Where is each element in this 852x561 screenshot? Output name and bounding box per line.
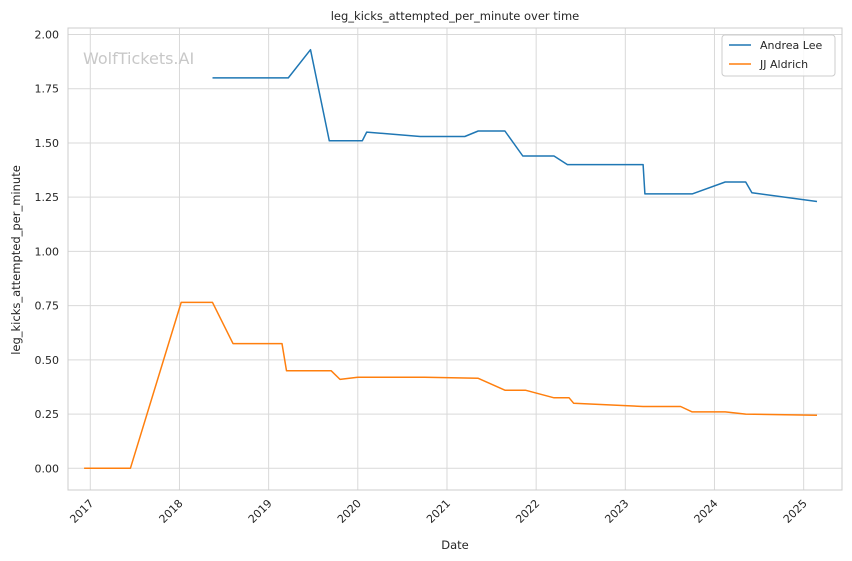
y-tick-label: 0.75: [35, 300, 60, 313]
watermark: WolfTickets.AI: [83, 49, 194, 68]
grid: [68, 28, 842, 490]
plot-area-frame: [67, 27, 843, 491]
y-tick-label: 0.25: [35, 408, 60, 421]
legend: Andrea Lee JJ Aldrich: [721, 34, 836, 77]
y-axis-ticks: 0.00 0.25 0.50 0.75 1.00 1.25 1.50 1.75 2.00: [35, 29, 60, 476]
legend-label-jj-aldrich: JJ Aldrich: [759, 58, 808, 71]
y-tick-label: 2.00: [35, 29, 60, 42]
series-line-andrea-lee: [212, 48, 818, 203]
y-tick-label: 1.75: [35, 83, 60, 96]
x-axis-title: Date: [441, 538, 469, 552]
series-layer: [84, 48, 818, 470]
chart-title: leg_kicks_attempted_per_minute over time: [331, 9, 580, 23]
y-axis-title: leg_kicks_attempted_per_minute: [9, 165, 23, 355]
y-tick-label: 1.00: [35, 245, 60, 258]
y-tick-label: 1.25: [35, 191, 60, 204]
y-tick-label: 0.00: [35, 462, 60, 475]
y-tick-label: 1.50: [35, 137, 60, 150]
y-tick-label: 0.50: [35, 354, 60, 367]
series-line-jj-aldrich: [84, 301, 818, 470]
legend-label-andrea-lee: Andrea Lee: [760, 39, 822, 52]
